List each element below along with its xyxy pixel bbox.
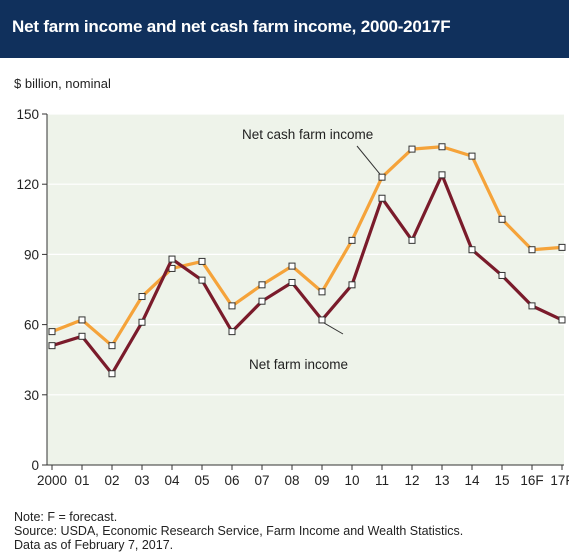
net-cash-farm-income-point [408, 145, 416, 153]
net-cash-farm-income-point [528, 246, 536, 254]
net-cash-farm-income-point [468, 152, 476, 160]
net-farm-income-point [198, 276, 206, 284]
chart-header: Net farm income and net cash farm income… [0, 0, 569, 58]
net-cash-farm-income-point [258, 281, 266, 289]
chart-title: Net farm income and net cash farm income… [12, 17, 451, 36]
x-tick-label: 08 [284, 473, 299, 488]
x-tick-label: 03 [134, 473, 149, 488]
net-farm-income-point [318, 316, 326, 324]
net-farm-income-point [48, 342, 56, 350]
net-cash-farm-income-point [348, 236, 356, 244]
chart-footer: Note: F = forecast. Source: USDA, Econom… [14, 510, 463, 552]
y-tick-label: 0 [31, 458, 39, 473]
y-tick-label: 120 [16, 177, 39, 192]
x-tick-label: 17F [550, 473, 569, 488]
net-cash-farm-income-leader-line [356, 145, 381, 175]
net-farm-income-point [558, 316, 566, 324]
x-tick-label: 10 [344, 473, 359, 488]
net-farm-income-point [78, 332, 86, 340]
net-farm-income-point [528, 302, 536, 310]
net-cash-farm-income-point [558, 243, 566, 251]
x-tick-label: 05 [194, 473, 209, 488]
net-cash-farm-income-point [48, 328, 56, 336]
net-farm-income-point [228, 328, 236, 336]
net-farm-income-point [378, 194, 386, 202]
net-farm-income-point [408, 236, 416, 244]
net-farm-income-line [51, 173, 563, 376]
net-farm-income-leader-line [323, 322, 344, 335]
net-cash-farm-income-point [288, 262, 296, 270]
net-cash-farm-income-point [438, 143, 446, 151]
x-tick-label: 11 [375, 473, 389, 488]
x-tick-label: 15 [494, 473, 509, 488]
x-tick-label: 07 [254, 473, 269, 488]
y-tick-label: 90 [24, 247, 39, 262]
net-cash-farm-income-point [498, 215, 506, 223]
x-tick-label: 06 [224, 473, 239, 488]
y-tick-label: 150 [16, 107, 39, 122]
plot-background [47, 114, 564, 465]
net-farm-income-point [288, 278, 296, 286]
net-cash-farm-income-point [318, 288, 326, 296]
net-cash-farm-income-point [198, 257, 206, 265]
net-farm-income-point [498, 271, 506, 279]
x-tick-label: 2000 [37, 473, 67, 488]
net-cash-farm-income-line [51, 145, 563, 348]
x-tick-label: 01 [74, 473, 89, 488]
x-tick-label: 16F [520, 473, 543, 488]
footer-source: Source: USDA, Economic Research Service,… [14, 524, 464, 538]
x-tick-label: 04 [164, 473, 180, 488]
x-tick-label: 09 [314, 473, 329, 488]
net-cash-farm-income-point [228, 302, 236, 310]
x-tick-label: 12 [404, 473, 419, 488]
x-tick-label: 02 [104, 473, 119, 488]
x-tick-label: 14 [464, 473, 480, 488]
net-farm-income-point [168, 255, 176, 263]
net-cash-farm-income-point [108, 342, 116, 350]
footer-note: Note: F = forecast. [14, 510, 118, 524]
net-farm-income-point [348, 281, 356, 289]
y-axis-unit-label: $ billion, nominal [14, 76, 111, 91]
net-cash-farm-income-point [78, 316, 86, 324]
net-cash-farm-income-point [138, 293, 146, 301]
x-tick-label: 13 [434, 473, 449, 488]
footer-data-date: Data as of February 7, 2017. [14, 538, 174, 552]
net-farm-income-point [258, 297, 266, 305]
net-cash-farm-income-point [378, 173, 386, 181]
net-farm-income-point [438, 171, 446, 179]
net-farm-income-point [468, 246, 476, 254]
line-chart: 0 30 60 90 120 150 2000 01 02 03 04 05 06 07 08 09 10 11 1… [16, 107, 569, 488]
net-farm-income-point [138, 318, 146, 326]
net-farm-income-label: Net farm income [249, 357, 348, 372]
y-tick-label: 30 [24, 388, 39, 403]
net-cash-farm-income-label: Net cash farm income [242, 127, 373, 142]
net-farm-income-point [108, 370, 116, 378]
y-tick-label: 60 [24, 318, 39, 333]
